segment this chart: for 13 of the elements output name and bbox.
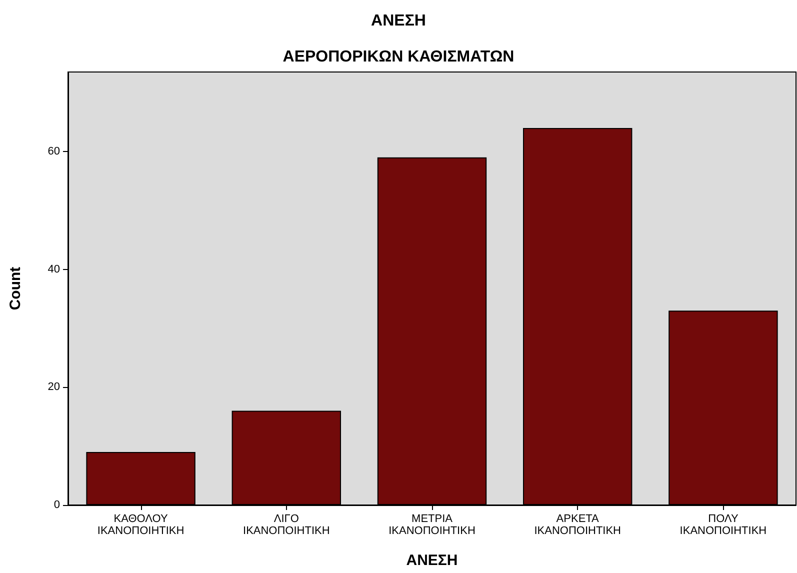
- chart-title: ΑΝΕΣΗ: [371, 12, 426, 30]
- y-tick-label: 20: [48, 381, 60, 394]
- y-axis-title: Count: [7, 266, 24, 310]
- y-tick-label: 60: [48, 146, 60, 158]
- chart-subtitle: ΑΕΡΟΠΟΡΙΚΩΝ ΚΑΘΙΣΜΑΤΩΝ: [282, 48, 514, 66]
- x-tick-label: ΠΟΛΥ ΙΚΑΝΟΠΟΙΗΤΙΚΗ: [680, 513, 767, 537]
- x-tick-label: ΛΙΓΟ ΙΚΑΝΟΠΟΙΗΤΙΚΗ: [243, 513, 330, 537]
- x-axis-title: ΑΝΕΣΗ: [406, 552, 458, 569]
- x-tick-label: ΚΑΘΟΛΟΥ ΙΚΑΝΟΠΟΙΗΤΙΚΗ: [97, 513, 184, 537]
- x-tick-label: ΜΕΤΡΙΑ ΙΚΑΝΟΠΟΙΗΤΙΚΗ: [388, 513, 476, 537]
- y-tick-label: 0: [54, 499, 60, 511]
- x-tick-label: ΑΡΚΕΤΑ ΙΚΑΝΟΠΟΙΗΤΙΚΗ: [534, 513, 622, 537]
- y-tick-label: 40: [48, 263, 60, 276]
